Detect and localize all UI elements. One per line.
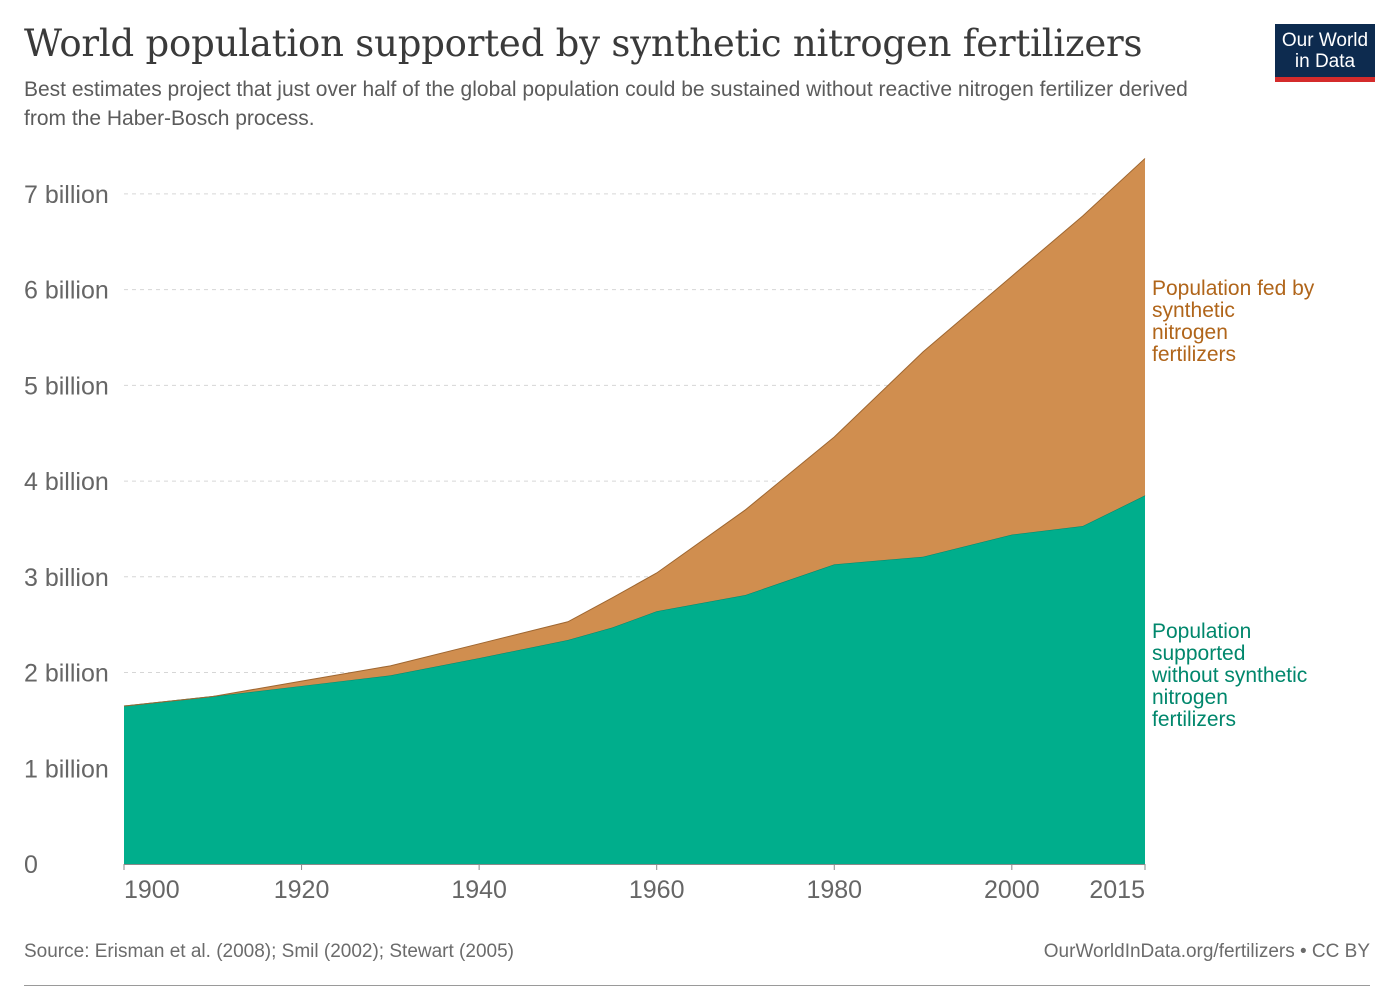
series-label-line: supported: [1152, 642, 1245, 665]
x-tick-label: 2015: [1089, 876, 1145, 904]
area-series: [123, 158, 1146, 864]
logo-line-1: Our World: [1281, 30, 1369, 51]
y-tick-label: 5 billion: [24, 372, 109, 400]
x-tick-label: 1960: [629, 876, 685, 904]
x-tick-label: 1900: [124, 876, 180, 904]
area-without-fertilizers[interactable]: [124, 495, 1145, 864]
x-tick-label: 1940: [451, 876, 507, 904]
y-tick-label: 1 billion: [24, 755, 109, 783]
y-tick-label: 2 billion: [24, 660, 109, 688]
series-label-line: without synthetic: [1151, 664, 1307, 687]
line-fed-by-fertilizers: [123, 158, 1146, 707]
y-tick-label: 3 billion: [24, 564, 109, 592]
stacked-area-chart: 0 1 billion 2 billion 3 billion 4 billion 5 b…: [24, 158, 1315, 904]
series-label-line: nitrogen: [1152, 686, 1228, 709]
series-label-line: fertilizers: [1152, 708, 1236, 731]
y-tick-label: 0: [24, 851, 38, 879]
chart-title: World population supported by synthetic …: [24, 22, 1143, 65]
series-label-line: Population fed by: [1152, 277, 1315, 300]
x-tick-label: 2000: [984, 876, 1040, 904]
license-link[interactable]: OurWorldInData.org/fertilizers • CC BY: [1043, 941, 1370, 962]
series-labels: Population supported without synthetic nitr…: [1151, 277, 1315, 731]
area-fed-by-fertilizers[interactable]: [124, 158, 1145, 707]
series-label-line: nitrogen: [1152, 321, 1228, 344]
series-label-line: fertilizers: [1152, 343, 1236, 366]
y-tick-label: 6 billion: [24, 277, 109, 305]
label-without-fertilizers: Population supported without synthetic nitr…: [1151, 620, 1307, 731]
y-tick-label: 4 billion: [24, 468, 109, 496]
series-label-line: Population: [1152, 620, 1251, 643]
chart-subtitle: Best estimates project that just over ha…: [24, 78, 1188, 130]
logo-line-2: in Data: [1294, 51, 1356, 72]
series-label-line: synthetic: [1152, 299, 1235, 322]
source-note: Source: Erisman et al. (2008); Smil (200…: [24, 941, 514, 962]
owid-logo[interactable]: Our World in Data: [1275, 24, 1375, 82]
label-fed-by-fertilizers: Population fed by synthetic nitrogen fertil…: [1152, 277, 1315, 366]
y-tick-label: 7 billion: [24, 181, 109, 209]
x-tick-label: 1920: [274, 876, 330, 904]
axes: 0 1 billion 2 billion 3 billion 4 billion 5 b…: [24, 181, 1146, 904]
bottom-divider: [24, 985, 1370, 986]
x-tick-label: 1980: [806, 876, 862, 904]
